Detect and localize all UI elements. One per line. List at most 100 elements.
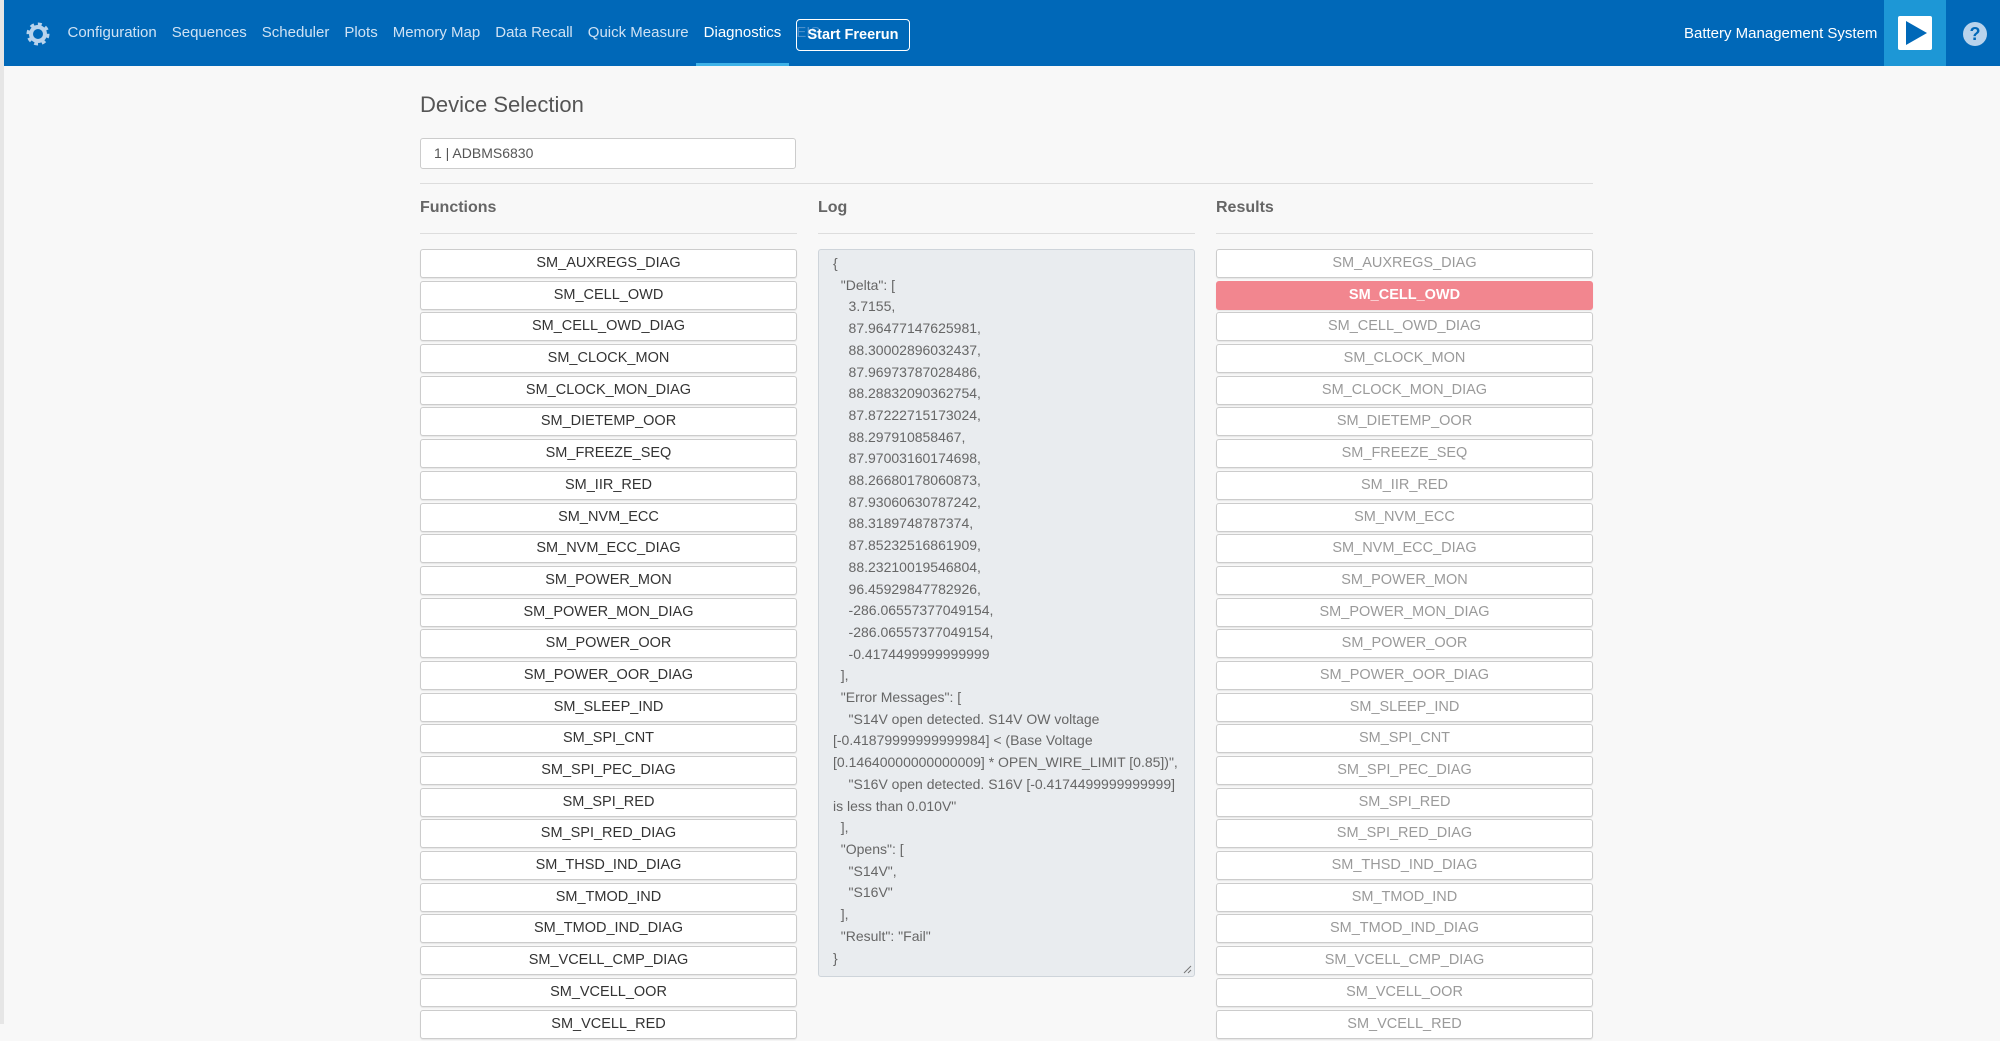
function-button[interactable]: SM_VCELL_RED	[420, 1009, 797, 1039]
divider	[420, 183, 1593, 184]
device-select[interactable]: 1 | ADBMS6830	[420, 138, 796, 169]
result-list: SM_AUXREGS_DIAG SM_CELL_OWD SM_CELL_OWD_DI…	[1216, 249, 1593, 1039]
nav-item[interactable]: Plots	[344, 24, 378, 41]
log-line: 87.96973787028486,	[833, 363, 981, 380]
result-item: SM_POWER_OOR_DIAG	[1216, 660, 1593, 690]
function-button[interactable]: SM_POWER_MON	[420, 565, 797, 595]
function-button[interactable]: SM_AUXREGS_DIAG	[420, 249, 797, 278]
result-item: SM_NVM_ECC_DIAG	[1216, 534, 1593, 564]
log-line: "Delta": [	[833, 276, 896, 293]
log-line: 87.85232516861909,	[833, 537, 981, 554]
log-line: 87.93060630787242,	[833, 493, 981, 510]
function-button[interactable]: SM_CELL_OWD_DIAG	[420, 312, 797, 342]
play-icon	[1898, 16, 1932, 50]
nav-item[interactable]: EIS	[796, 24, 821, 41]
log-line: 88.28832090362754,	[833, 385, 981, 402]
play-button[interactable]	[1884, 0, 1946, 66]
log-line: -286.06557377049154,	[833, 602, 994, 619]
results-column: Results SM_AUXREGS_DIAG SM_CELL_OWD SM_CEL…	[1216, 199, 1593, 1041]
function-button[interactable]: SM_POWER_OOR	[420, 629, 797, 659]
function-button[interactable]: SM_FREEZE_SEQ	[420, 439, 797, 469]
log-line: is less than 0.010V"	[833, 797, 957, 814]
function-button[interactable]: SM_SPI_RED	[420, 787, 797, 817]
nav-item[interactable]: Data Recall	[495, 24, 573, 41]
function-button[interactable]: SM_SPI_PEC_DIAG	[420, 756, 797, 785]
log-line: "S14V",	[833, 862, 897, 879]
function-button[interactable]: SM_TMOD_IND	[420, 882, 797, 912]
log-line: ],	[833, 667, 849, 684]
function-button[interactable]: SM_CELL_OWD	[420, 280, 797, 310]
result-item: SM_SPI_CNT	[1216, 724, 1593, 754]
log-line: ],	[833, 819, 849, 836]
section-title: Device Selection	[420, 92, 584, 117]
function-button[interactable]: SM_CLOCK_MON	[420, 344, 797, 374]
log-line: [-0.41879999999999984] < (Base Voltage	[833, 732, 1093, 749]
function-button[interactable]: SM_SPI_RED_DIAG	[420, 819, 797, 849]
log-line: -286.06557377049154,	[833, 623, 994, 640]
nav-item[interactable]: Memory Map	[392, 24, 481, 41]
result-item: SM_CLOCK_MON	[1216, 344, 1593, 374]
log-line: 87.97003160174698,	[833, 450, 981, 467]
function-button[interactable]: SM_IIR_RED	[420, 470, 797, 500]
function-button[interactable]: SM_THSD_IND_DIAG	[420, 851, 797, 881]
function-button[interactable]: SM_VCELL_CMP_DIAG	[420, 946, 797, 976]
log-line: 88.23210019546804,	[833, 558, 981, 575]
function-button[interactable]: SM_NVM_ECC_DIAG	[420, 534, 797, 564]
app-title: Battery Management System	[1684, 25, 1878, 42]
result-item: SM_SPI_PEC_DIAG	[1216, 756, 1593, 785]
log-line: 3.7155,	[833, 298, 896, 315]
log-line: 96.45929847782926,	[833, 580, 981, 597]
result-item: SM_VCELL_RED	[1216, 1009, 1593, 1039]
log-line: 88.297910858467,	[833, 428, 966, 445]
function-button[interactable]: SM_SLEEP_IND	[420, 692, 797, 722]
log-line: "S14V open detected. S14V OW voltage	[833, 710, 1100, 727]
start-freerun-button[interactable]: Start Freerun	[796, 19, 910, 51]
result-item: SM_POWER_MON_DIAG	[1216, 597, 1593, 627]
result-item: SM_VCELL_CMP_DIAG	[1216, 946, 1593, 976]
log-line: 88.3189748787374,	[833, 515, 974, 532]
function-button[interactable]: SM_CLOCK_MON_DIAG	[420, 375, 797, 405]
log-line: 88.30002896032437,	[833, 341, 981, 358]
log-line: "S16V open detected. S16V [-0.4174499999…	[833, 775, 1176, 792]
settings-icon[interactable]	[25, 21, 51, 47]
nav-item[interactable]: Diagnostics	[696, 0, 789, 66]
log-line: "Result": "Fail"	[833, 927, 931, 944]
help-icon[interactable]: ?	[1961, 20, 1989, 48]
log-line: ],	[833, 906, 849, 923]
function-button[interactable]: SM_POWER_MON_DIAG	[420, 597, 797, 627]
function-button[interactable]: SM_POWER_OOR_DIAG	[420, 660, 797, 690]
log-line: [0.14640000000000009] * OPEN_WIRE_LIMIT …	[833, 754, 1178, 771]
result-item: SM_FREEZE_SEQ	[1216, 439, 1593, 469]
function-button[interactable]: SM_DIETEMP_OOR	[420, 407, 797, 437]
nav-item[interactable]: Configuration	[67, 24, 157, 41]
log-line: -0.4174499999999999	[833, 645, 990, 662]
nav-item[interactable]: Quick Measure	[587, 24, 689, 41]
log-line: }	[833, 949, 838, 966]
nav-item[interactable]: Sequences	[171, 24, 247, 41]
result-item: SM_VCELL_OOR	[1216, 977, 1593, 1007]
column-header: Functions	[420, 199, 797, 234]
function-button[interactable]: SM_NVM_ECC	[420, 502, 797, 532]
result-item: SM_SPI_RED	[1216, 787, 1593, 817]
result-item: SM_IIR_RED	[1216, 470, 1593, 500]
result-item: SM_CELL_OWD_DIAG	[1216, 312, 1593, 342]
function-button[interactable]: SM_SPI_CNT	[420, 724, 797, 754]
result-item: SM_TMOD_IND	[1216, 882, 1593, 912]
log-line: "Opens": [	[833, 840, 904, 857]
result-item: SM_NVM_ECC	[1216, 502, 1593, 532]
log-line: 87.87222715173024,	[833, 406, 981, 423]
function-button[interactable]: SM_TMOD_IND_DIAG	[420, 914, 797, 944]
result-item: SM_CLOCK_MON_DIAG	[1216, 375, 1593, 405]
column-header: Results	[1216, 199, 1593, 234]
result-item: SM_SPI_RED_DIAG	[1216, 819, 1593, 849]
result-item: SM_DIETEMP_OOR	[1216, 407, 1593, 437]
log-line: "S16V"	[833, 884, 893, 901]
nav-item[interactable]: Scheduler	[261, 24, 330, 41]
result-item: SM_CELL_OWD	[1216, 280, 1593, 310]
nav-items: Configuration Sequences Scheduler Plots Memo…	[60, 0, 828, 66]
log-line: {	[833, 255, 838, 271]
log-column: Log { "Delta": [ 3.7155, 87.964771476259…	[818, 199, 1195, 977]
function-button[interactable]: SM_VCELL_OOR	[420, 977, 797, 1007]
help-glyph: ?	[1970, 24, 1981, 44]
